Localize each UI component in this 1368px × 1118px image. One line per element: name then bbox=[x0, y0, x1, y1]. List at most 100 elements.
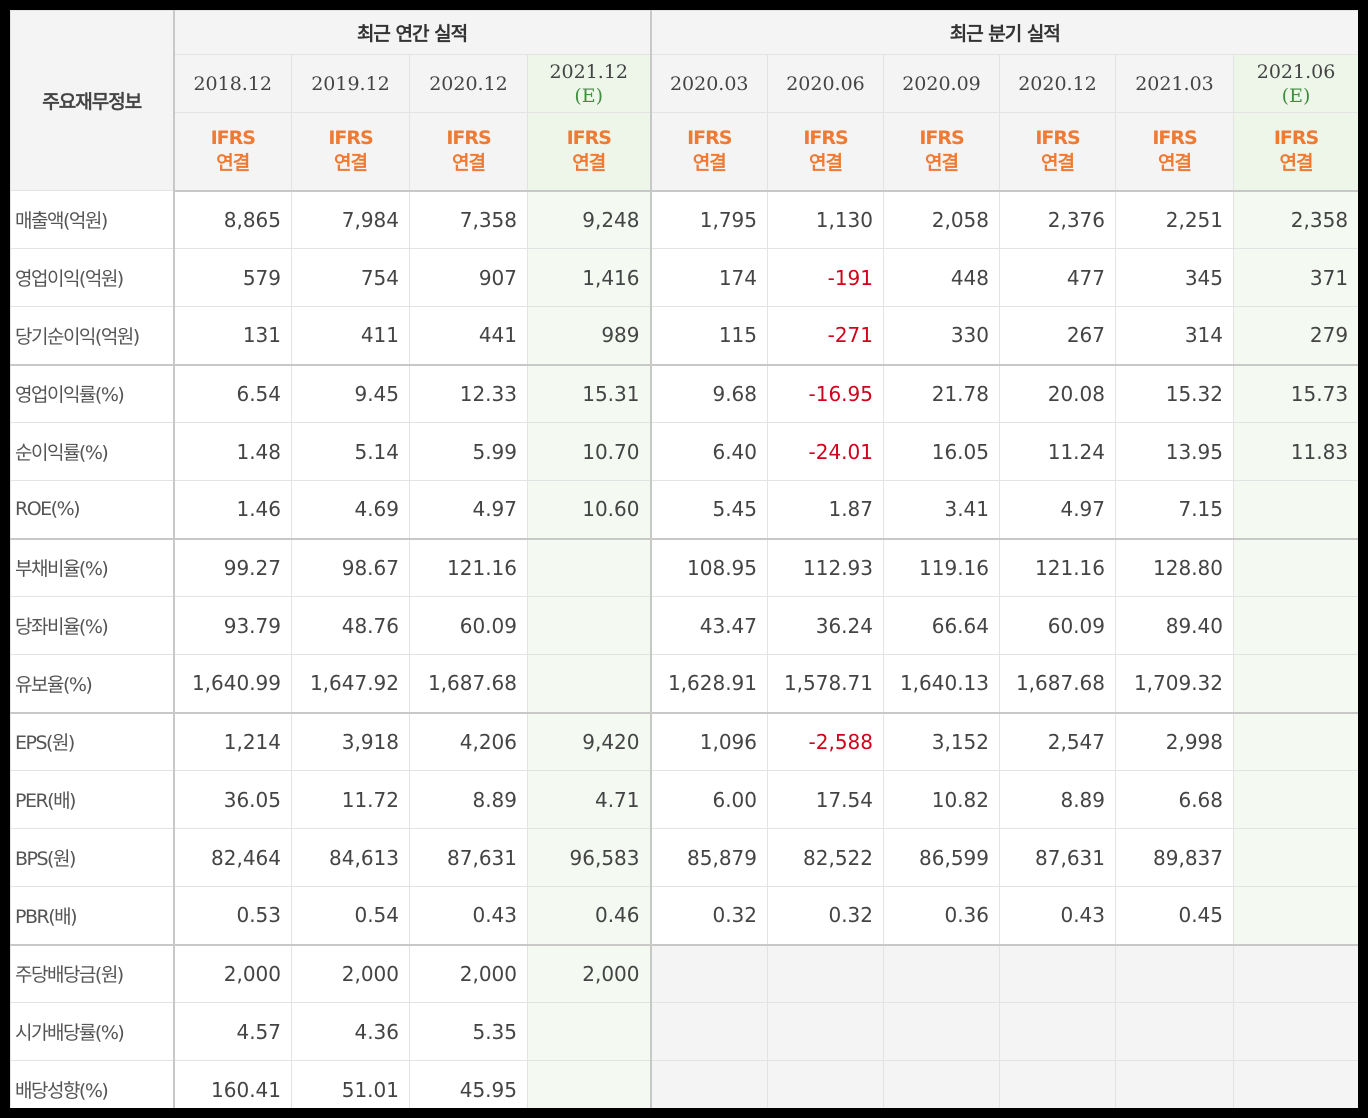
value-cell bbox=[883, 1060, 1000, 1108]
row-label: 시가배당률(%) bbox=[10, 1002, 175, 1061]
value-cell bbox=[999, 1060, 1116, 1108]
table-row: 주당배당금(원) 2,000 2,000 2,000 2,000 bbox=[10, 943, 1358, 1003]
value-cell: 98.67 bbox=[291, 537, 410, 597]
value-cell: 411 bbox=[291, 306, 410, 365]
row-label: 배당성향(%) bbox=[10, 1060, 175, 1108]
row-label: PBR(배) bbox=[10, 886, 175, 945]
value-cell bbox=[1232, 596, 1358, 655]
value-cell: 48.76 bbox=[291, 596, 410, 655]
ifrs-text: IFRS bbox=[919, 127, 964, 150]
financial-summary-table: 주요재무정보 최근 연간 실적 최근 분기 실적 2018.12 2019.12 2… bbox=[10, 10, 1358, 1108]
value-cell: 112.93 bbox=[767, 537, 884, 597]
row-label: BPS(원) bbox=[10, 828, 175, 887]
value-cell: 477 bbox=[999, 248, 1116, 307]
row-label: 당좌비율(%) bbox=[10, 596, 175, 655]
value-cell: -24.01 bbox=[767, 422, 884, 481]
value-cell bbox=[1232, 770, 1358, 829]
value-cell bbox=[1232, 480, 1358, 539]
value-cell: 9.45 bbox=[291, 363, 410, 423]
value-cell: 989 bbox=[527, 306, 651, 365]
consolidated-text: 연결 bbox=[572, 152, 606, 175]
ifrs-consolidated-label: IFRS 연결 bbox=[291, 112, 410, 192]
ifrs-consolidated-label: IFRS 연결 bbox=[1115, 112, 1234, 192]
value-cell: 7,358 bbox=[409, 190, 528, 249]
value-cell: 5.14 bbox=[291, 422, 410, 481]
value-cell: 17.54 bbox=[767, 770, 884, 829]
value-cell: 16.05 bbox=[883, 422, 1000, 481]
table-row: EPS(원) 1,214 3,918 4,206 9,420 1,096 -2,588 3,1… bbox=[10, 711, 1358, 771]
value-cell: 267 bbox=[999, 306, 1116, 365]
value-cell: 86,599 bbox=[883, 828, 1000, 887]
value-cell bbox=[649, 1060, 768, 1108]
value-cell: 1,416 bbox=[527, 248, 651, 307]
period-header: 2020.09 bbox=[883, 54, 1000, 113]
row-label: 유보율(%) bbox=[10, 654, 175, 713]
row-label: 영업이익률(%) bbox=[10, 363, 175, 423]
ifrs-text: IFRS bbox=[687, 127, 732, 150]
value-cell: 1,709.32 bbox=[1115, 654, 1234, 713]
table-row: 시가배당률(%) 4.57 4.36 5.35 bbox=[10, 1002, 1358, 1061]
value-cell: 119.16 bbox=[883, 537, 1000, 597]
table-row: PBR(배) 0.53 0.54 0.43 0.46 0.32 0.32 0.36 0.43 0.… bbox=[10, 886, 1358, 945]
value-cell: 11.72 bbox=[291, 770, 410, 829]
value-cell: 2,000 bbox=[173, 943, 292, 1003]
value-cell bbox=[883, 943, 1000, 1003]
financial-summary-panel: 주요재무정보 최근 연간 실적 최근 분기 실적 2018.12 2019.12 2… bbox=[10, 10, 1358, 1108]
row-label: 주당배당금(원) bbox=[10, 943, 175, 1003]
value-cell: 6.54 bbox=[173, 363, 292, 423]
consolidated-text: 연결 bbox=[1041, 152, 1075, 175]
consolidated-text: 연결 bbox=[692, 152, 727, 175]
ifrs-text: IFRS bbox=[566, 127, 612, 150]
value-cell: 0.43 bbox=[409, 886, 528, 945]
value-cell: 6.00 bbox=[649, 770, 768, 829]
value-cell: 1,687.68 bbox=[409, 654, 528, 713]
value-cell: 1,578.71 bbox=[767, 654, 884, 713]
value-cell: 89.40 bbox=[1115, 596, 1234, 655]
value-cell: 10.60 bbox=[527, 480, 651, 539]
value-cell: 20.08 bbox=[999, 363, 1116, 423]
ifrs-consolidated-label: IFRS 연결 bbox=[649, 112, 768, 192]
period-header: 2020.12 bbox=[999, 54, 1116, 113]
period-header-row: 2018.12 2019.12 2020.12 2021.12 (E) 2020.03 20… bbox=[11, 54, 1358, 113]
value-cell: 131 bbox=[173, 306, 292, 365]
value-cell: 93.79 bbox=[173, 596, 292, 655]
value-cell: 441 bbox=[409, 306, 528, 365]
value-cell bbox=[527, 1002, 651, 1061]
ifrs-consolidated-label: IFRS 연결 bbox=[883, 112, 1000, 192]
ifrs-consolidated-label: IFRS 연결 bbox=[999, 112, 1116, 192]
value-cell: 85,879 bbox=[649, 828, 768, 887]
value-cell: 3,152 bbox=[883, 711, 1000, 771]
value-cell: 6.40 bbox=[649, 422, 768, 481]
value-cell: 4,206 bbox=[409, 711, 528, 771]
value-cell: 60.09 bbox=[409, 596, 528, 655]
value-cell: 3.41 bbox=[883, 480, 1000, 539]
value-cell bbox=[767, 1002, 884, 1061]
value-cell: 8,865 bbox=[173, 190, 292, 249]
period-header: 2018.12 bbox=[173, 54, 292, 113]
value-cell bbox=[527, 1060, 651, 1108]
row-label: 매출액(억원) bbox=[10, 190, 175, 249]
value-cell bbox=[883, 1002, 1000, 1061]
row-label: ROE(%) bbox=[10, 480, 175, 539]
value-cell: 2,000 bbox=[527, 943, 651, 1003]
value-cell bbox=[527, 596, 651, 655]
value-cell bbox=[649, 1002, 768, 1061]
ifrs-text: IFRS bbox=[446, 127, 491, 150]
consolidated-text: 연결 bbox=[216, 152, 250, 175]
period-label: 2021.06 bbox=[1256, 60, 1336, 83]
financial-rows: 매출액(억원) 8,865 7,984 7,358 9,248 1,795 1,130 2,0… bbox=[10, 190, 1358, 1108]
corner-header: 주요재무정보 bbox=[10, 10, 175, 191]
value-cell: 1.48 bbox=[173, 422, 292, 481]
value-cell: 330 bbox=[883, 306, 1000, 365]
consolidated-text: 연결 bbox=[334, 152, 368, 175]
value-cell: 4.36 bbox=[291, 1002, 410, 1061]
value-cell: 99.27 bbox=[173, 537, 292, 597]
value-cell: 2,998 bbox=[1115, 711, 1234, 771]
consolidated-text: 연결 bbox=[1158, 152, 1192, 175]
value-cell: 0.43 bbox=[999, 886, 1116, 945]
value-cell: 0.53 bbox=[173, 886, 292, 945]
value-cell: 60.09 bbox=[999, 596, 1116, 655]
value-cell: 5.45 bbox=[649, 480, 768, 539]
row-label: 부채비율(%) bbox=[10, 537, 175, 597]
value-cell: 12.33 bbox=[409, 363, 528, 423]
